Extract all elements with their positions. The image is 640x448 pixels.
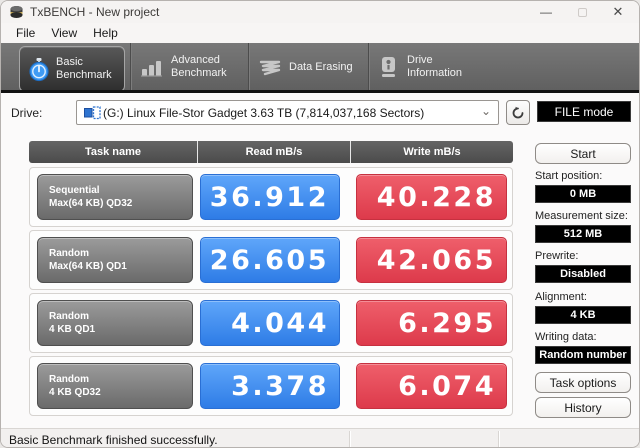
- refresh-drives-button[interactable]: [506, 100, 530, 125]
- history-button[interactable]: History: [535, 397, 631, 418]
- task-name-line1: Random: [49, 374, 89, 385]
- status-bar: Basic Benchmark finished successfully.: [1, 428, 639, 447]
- tab-label: Basic: [56, 56, 83, 68]
- drive-selected-value: (G:) Linux File-Stor Gadget 3.63 TB (7,8…: [103, 106, 425, 120]
- usb-drive-icon: [84, 106, 101, 120]
- menu-bar: File View Help: [1, 23, 639, 43]
- tab-drive-information[interactable]: Drive Information: [371, 46, 491, 90]
- benchmark-row-random-4k-qd1: Random 4 KB QD1 4.044 6.295: [29, 293, 513, 353]
- status-separator: [349, 431, 350, 447]
- writing-data-value[interactable]: Random number: [535, 346, 631, 364]
- bar-chart-icon: [141, 61, 162, 77]
- writing-data-label: Writing data:: [535, 331, 597, 343]
- app-logo-icon: [10, 6, 23, 18]
- stopwatch-icon: [29, 58, 49, 82]
- tab-advanced-benchmark[interactable]: Advanced Benchmark: [133, 46, 247, 90]
- task-options-button[interactable]: Task options: [535, 372, 631, 393]
- header-write: Write mB/s: [350, 141, 513, 163]
- results-header-row: Task name Read mB/s Write mB/s: [29, 141, 513, 163]
- task-name-line2: 4 KB QD32: [49, 387, 101, 398]
- menu-view[interactable]: View: [51, 26, 78, 40]
- benchmark-row-random-qd1-max: Random Max(64 KB) QD1 26.605 42.065: [29, 230, 513, 290]
- close-button[interactable]: ✕: [612, 4, 624, 19]
- tab-separator: [368, 43, 369, 90]
- task-name-line2: 4 KB QD1: [49, 324, 96, 335]
- alignment-value[interactable]: 4 KB: [535, 306, 631, 324]
- task-name-line1: Random: [49, 248, 89, 259]
- read-value: 4.044: [200, 300, 340, 346]
- task-name-line2: Max(64 KB) QD32: [49, 198, 133, 209]
- start-position-value[interactable]: 0 MB: [535, 185, 631, 203]
- tab-label: Benchmark: [171, 67, 227, 79]
- tab-label: Drive: [407, 54, 433, 66]
- menu-file[interactable]: File: [16, 26, 36, 40]
- status-separator: [498, 431, 499, 447]
- eraser-icon: [259, 60, 281, 76]
- task-name-line2: Max(64 KB) QD1: [49, 261, 127, 272]
- prewrite-label: Prewrite:: [535, 250, 579, 262]
- tab-data-erasing[interactable]: Data Erasing: [251, 46, 367, 90]
- tab-label: Advanced: [171, 54, 220, 66]
- task-name-button[interactable]: Sequential Max(64 KB) QD32: [37, 174, 193, 220]
- toolbar: Basic Benchmark Advanced Benchmark Data …: [1, 43, 639, 92]
- drive-label: Drive:: [11, 106, 43, 120]
- tab-separator: [130, 43, 131, 90]
- write-value: 42.065: [356, 237, 507, 283]
- task-name-button[interactable]: Random 4 KB QD1: [37, 300, 193, 346]
- header-task-name: Task name: [84, 146, 142, 158]
- status-message: Basic Benchmark finished successfully.: [9, 433, 218, 447]
- task-name-button[interactable]: Random Max(64 KB) QD1: [37, 237, 193, 283]
- measurement-size-label: Measurement size:: [535, 210, 628, 222]
- refresh-icon: [512, 106, 524, 118]
- header-read: Read mB/s: [197, 141, 350, 163]
- toolbar-divider: [1, 90, 639, 93]
- task-name-line1: Random: [49, 311, 89, 322]
- tab-label: Data Erasing: [289, 61, 353, 73]
- menu-help[interactable]: Help: [93, 26, 118, 40]
- read-value: 3.378: [200, 363, 340, 409]
- minimize-button[interactable]: —: [540, 5, 552, 19]
- start-position-label: Start position:: [535, 170, 603, 182]
- tab-label: Benchmark: [56, 69, 112, 81]
- drive-select[interactable]: (G:) Linux File-Stor Gadget 3.63 TB (7,8…: [76, 100, 499, 125]
- start-button[interactable]: Start: [535, 143, 631, 164]
- window-title: TxBENCH - New project: [30, 5, 160, 19]
- maximize-icon: [577, 7, 587, 17]
- task-name-line1: Sequential: [49, 185, 100, 196]
- benchmark-row-random-4k-qd32: Random 4 KB QD32 3.378 6.074: [29, 356, 513, 416]
- tab-basic-benchmark[interactable]: Basic Benchmark: [19, 46, 125, 92]
- drive-info-icon: [382, 57, 395, 77]
- benchmark-row-sequential-qd32: Sequential Max(64 KB) QD32 36.912 40.228: [29, 167, 513, 227]
- measurement-size-value[interactable]: 512 MB: [535, 225, 631, 243]
- chevron-down-icon: ⌄: [480, 104, 491, 118]
- alignment-label: Alignment:: [535, 291, 587, 303]
- read-value: 26.605: [200, 237, 340, 283]
- write-value: 6.295: [356, 300, 507, 346]
- tab-separator: [248, 43, 249, 90]
- file-mode-indicator[interactable]: FILE mode: [537, 101, 631, 122]
- prewrite-value[interactable]: Disabled: [535, 265, 631, 283]
- tab-label: Information: [407, 67, 463, 79]
- read-value: 36.912: [200, 174, 340, 220]
- maximize-button[interactable]: [565, 1, 599, 23]
- write-value: 40.228: [356, 174, 507, 220]
- write-value: 6.074: [356, 363, 507, 409]
- title-bar[interactable]: TxBENCH - New project — ✕: [1, 1, 639, 23]
- task-name-button[interactable]: Random 4 KB QD32: [37, 363, 193, 409]
